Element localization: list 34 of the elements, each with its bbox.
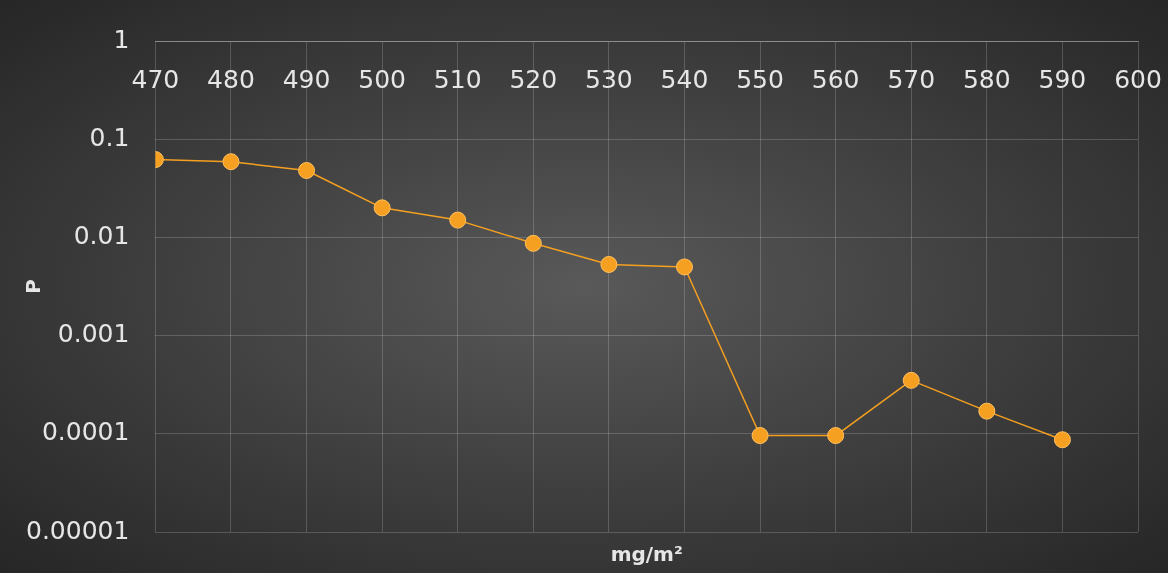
y-tick-label: 0.01 [73, 220, 130, 250]
x-tick-label: 570 [887, 64, 936, 94]
point [449, 211, 467, 229]
x-tick-label: 490 [282, 64, 331, 94]
x-tick-label: 480 [207, 64, 255, 94]
point [373, 199, 391, 217]
y-axis-title: P [21, 279, 46, 294]
x-tick-label: 560 [811, 64, 860, 94]
point [222, 153, 240, 171]
x-axis-title: mg/m² [610, 542, 683, 567]
point [827, 427, 845, 445]
y-tick-label: 0.0001 [41, 417, 130, 447]
x-tick-label: 540 [660, 64, 709, 94]
x-tick-label: 520 [509, 64, 558, 94]
x-tick-label: 590 [1038, 64, 1087, 94]
y-tick-label: 0.00001 [25, 515, 130, 545]
point [978, 402, 996, 420]
x-tick-label: 600 [1114, 64, 1162, 94]
y-tick-label: 0.001 [57, 319, 130, 349]
point [1053, 431, 1071, 449]
x-tick-label: 580 [962, 64, 1011, 94]
x-tick-label: 470 [131, 64, 180, 94]
x-tick-label: 530 [585, 64, 633, 94]
x-tick-label: 510 [433, 64, 482, 94]
point [298, 162, 316, 179]
x-tick-label: 500 [358, 64, 406, 94]
point [600, 255, 618, 273]
x-tick-label: 550 [736, 64, 784, 94]
point [524, 234, 542, 252]
y-tick-label: 1 [113, 24, 130, 54]
point [675, 258, 693, 276]
y-tick-label: 0.1 [89, 122, 130, 152]
point [751, 427, 769, 445]
point [902, 371, 920, 389]
